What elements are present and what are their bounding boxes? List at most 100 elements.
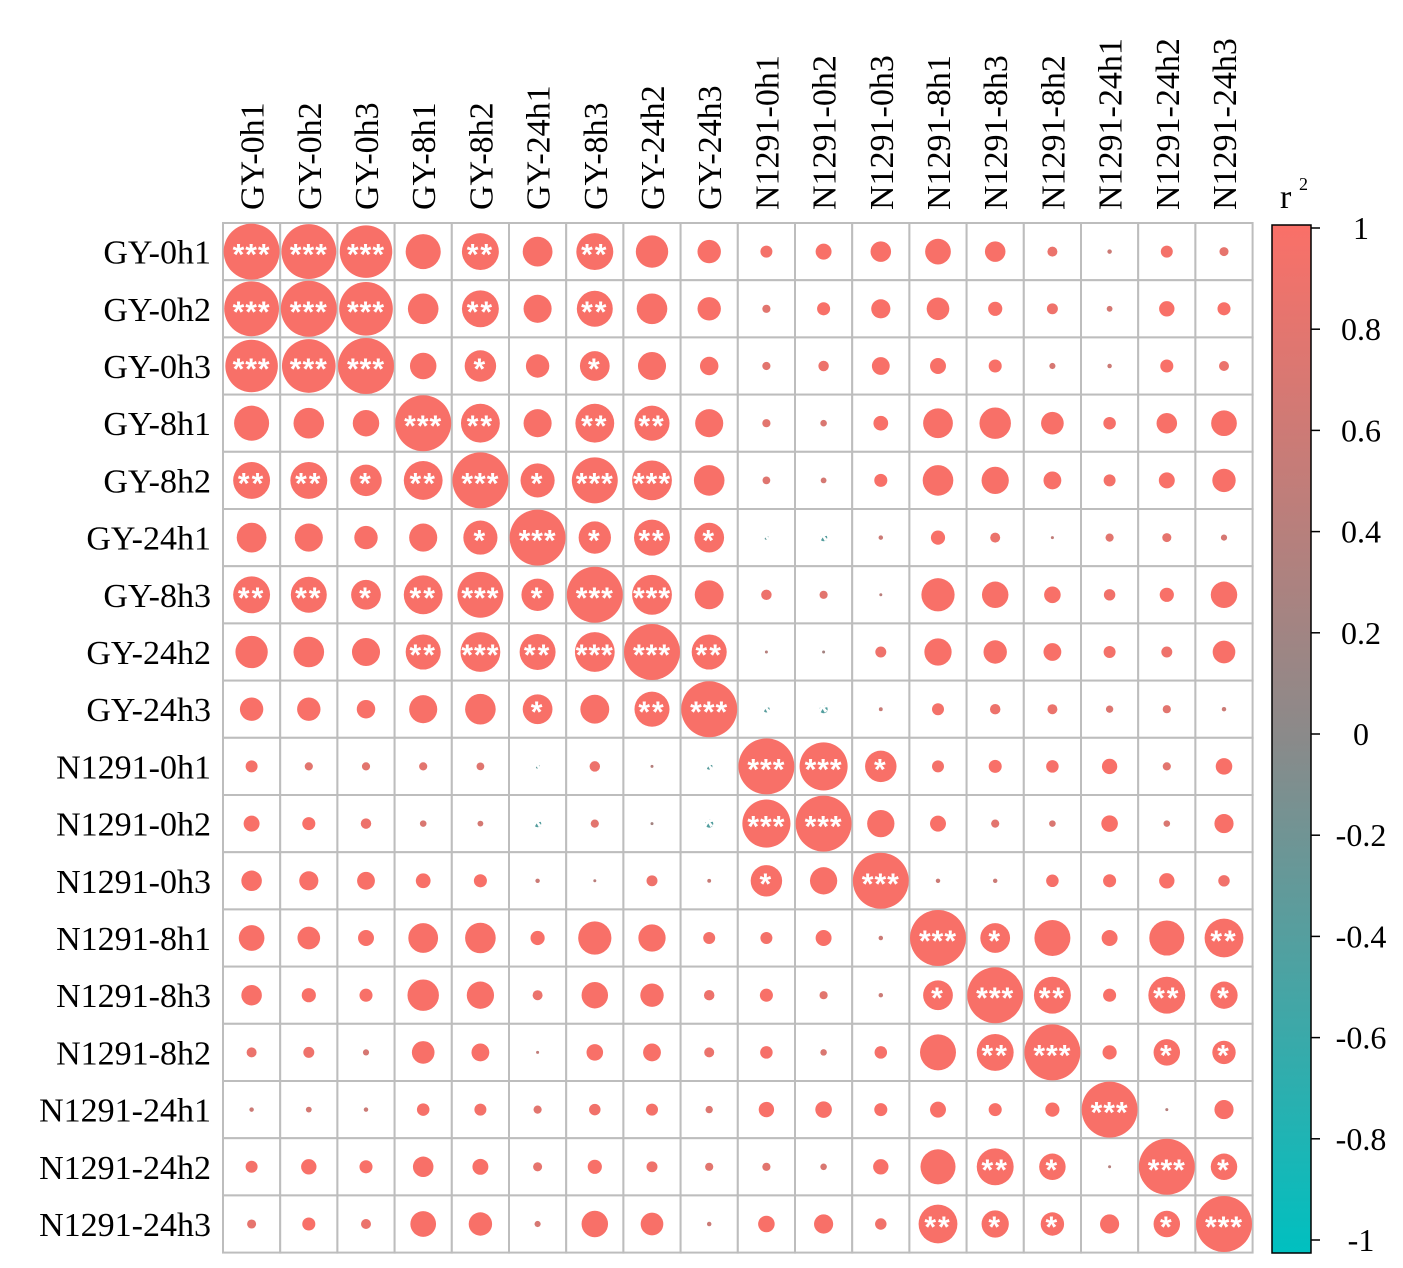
correlation-circle xyxy=(1161,646,1173,658)
correlation-circle xyxy=(465,922,496,954)
correlation-circle xyxy=(926,297,950,321)
significance-label: * xyxy=(588,525,602,558)
significance-label: *** xyxy=(919,925,957,958)
correlation-circle xyxy=(875,1218,887,1230)
correlation-circle xyxy=(1103,988,1117,1002)
correlation-circle xyxy=(471,1043,490,1062)
significance-label: *** xyxy=(576,639,614,672)
correlation-circle xyxy=(762,1162,771,1171)
column-label: N1291-24h3 xyxy=(1207,38,1244,210)
correlation-circle xyxy=(918,1204,958,1244)
correlation-circle xyxy=(1101,815,1118,832)
correlation-circle xyxy=(818,360,829,372)
correlation-circle xyxy=(281,339,336,393)
correlation-circle xyxy=(530,930,545,946)
correlation-circle xyxy=(1215,758,1233,775)
significance-label: *** xyxy=(862,868,900,901)
correlation-circle xyxy=(247,1219,257,1229)
correlation-circle xyxy=(820,419,827,427)
correlation-circle xyxy=(646,1103,658,1116)
row-label: GY-8h2 xyxy=(103,463,211,500)
correlation-circle xyxy=(290,461,328,499)
correlation-circle xyxy=(536,1050,540,1054)
correlation-circle xyxy=(234,405,270,441)
correlation-circle xyxy=(1204,918,1244,958)
correlation-circle xyxy=(1162,705,1171,714)
row-label: N1291-8h1 xyxy=(56,921,211,958)
correlation-circle xyxy=(923,980,953,1011)
correlation-circle xyxy=(1045,1102,1060,1117)
correlation-circle xyxy=(409,523,438,552)
correlation-circle xyxy=(871,299,891,319)
correlation-circle xyxy=(705,1105,713,1114)
correlation-circle xyxy=(299,871,319,891)
significance-label: ** xyxy=(467,296,494,329)
correlation-circle xyxy=(983,640,1007,664)
correlation-circle xyxy=(819,705,828,714)
correlation-circle xyxy=(359,988,373,1002)
significance-label: * xyxy=(474,525,488,558)
correlation-circle xyxy=(988,759,1002,773)
correlation-circle xyxy=(1156,412,1178,434)
legend-tick-label: -0.4 xyxy=(1336,918,1387,954)
correlation-circle xyxy=(223,223,280,280)
correlation-circle xyxy=(878,535,884,540)
correlation-circle xyxy=(1033,976,1071,1014)
correlation-circle xyxy=(238,925,265,951)
correlation-circle xyxy=(878,992,884,998)
correlation-circle xyxy=(930,358,946,374)
correlation-circle xyxy=(281,224,337,280)
significance-label: ** xyxy=(1210,925,1237,958)
row-label: GY-0h1 xyxy=(103,235,211,272)
legend-tick-label: -0.6 xyxy=(1336,1020,1387,1056)
correlation-circle xyxy=(357,871,375,890)
correlation-circle xyxy=(1043,471,1062,490)
correlation-circle xyxy=(1162,533,1172,543)
correlation-circle xyxy=(703,932,716,944)
correlation-circle xyxy=(477,820,484,827)
correlation-circle xyxy=(636,293,668,325)
row-label: N1291-0h1 xyxy=(56,749,211,786)
significance-label: *** xyxy=(233,239,271,272)
column-label: N1291-24h1 xyxy=(1093,38,1130,210)
correlation-circle xyxy=(245,760,258,773)
correlation-circle xyxy=(819,533,828,542)
correlation-circle xyxy=(280,280,337,337)
correlation-circle xyxy=(1159,873,1175,889)
correlation-circle xyxy=(243,815,260,832)
significance-label: * xyxy=(988,1211,1002,1244)
correlation-circle xyxy=(474,1103,487,1116)
significance-label: *** xyxy=(233,353,271,386)
correlation-circle xyxy=(354,525,378,550)
correlation-circle xyxy=(532,990,543,1001)
correlation-circle xyxy=(576,233,614,271)
significance-label: *** xyxy=(461,467,499,500)
correlation-circle xyxy=(1105,705,1114,713)
correlation-circle xyxy=(521,578,554,611)
correlation-circle xyxy=(879,593,883,597)
correlation-circle xyxy=(403,460,443,500)
correlation-circle xyxy=(509,509,566,566)
row-label: GY-24h2 xyxy=(86,635,211,672)
correlation-circle xyxy=(576,290,613,327)
correlation-circle xyxy=(465,693,496,725)
correlation-circle xyxy=(339,225,393,278)
correlation-circle xyxy=(1050,536,1054,540)
correlation-circle xyxy=(707,878,712,883)
significance-label: * xyxy=(531,753,545,786)
significance-label: *** xyxy=(347,353,385,386)
correlation-circle xyxy=(815,243,832,260)
grid-cell xyxy=(965,222,1025,282)
correlation-circle xyxy=(878,707,883,712)
correlation-circle xyxy=(1103,474,1116,487)
correlation-circle xyxy=(1163,820,1171,827)
row-label: GY-24h3 xyxy=(86,692,211,729)
correlation-circle xyxy=(990,532,1001,543)
correlation-circle xyxy=(415,873,431,889)
correlation-circle xyxy=(815,930,832,946)
correlation-circle xyxy=(762,419,771,428)
significance-label: ** xyxy=(581,239,608,272)
correlation-circle xyxy=(362,1049,370,1056)
correlation-circle xyxy=(1046,303,1058,315)
legend-tick-label: 0.6 xyxy=(1341,412,1381,448)
